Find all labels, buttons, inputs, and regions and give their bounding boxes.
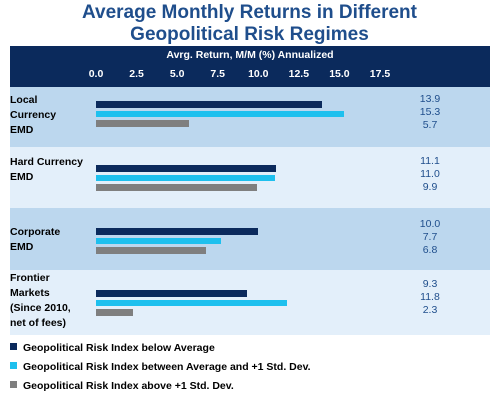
bar <box>96 110 345 117</box>
bar <box>96 299 288 306</box>
bar <box>96 290 247 297</box>
legend-swatch <box>10 381 17 388</box>
category-label-line: Currency <box>10 109 57 121</box>
chart-title: Average Monthly Returns in Different Geo… <box>0 2 499 46</box>
bar <box>96 101 322 108</box>
category-band <box>10 87 490 147</box>
data-label: 15.3 <box>419 106 441 118</box>
bar <box>96 228 259 235</box>
category-band <box>10 208 490 270</box>
chart-title-line-1: Average Monthly Returns in Different <box>81 2 417 23</box>
x-tick-label: 0.0 <box>88 68 104 80</box>
data-label: 2.3 <box>422 304 438 316</box>
category-label-line: Frontier <box>10 272 50 284</box>
legend-label: Geopolitical Risk Index between Average … <box>23 361 311 373</box>
legend-label: Geopolitical Risk Index below Average <box>23 342 215 354</box>
legend-item: Geopolitical Risk Index below Average <box>10 340 215 356</box>
data-label: 7.7 <box>422 231 438 243</box>
x-tick-label: 2.5 <box>129 68 144 80</box>
bar <box>96 237 221 244</box>
data-label: 11.8 <box>420 291 440 303</box>
category-label-line: Markets <box>10 287 50 299</box>
bar <box>96 309 134 316</box>
category-label-line: Corporate <box>10 226 61 238</box>
axis-header: Avrg. Return, M/M (%) Annualized 0.0 2.5 5… <box>10 46 490 87</box>
x-tick-label: 12.5 <box>288 68 310 80</box>
x-tick-label: 10.0 <box>248 68 269 80</box>
bar <box>96 247 207 254</box>
bar <box>96 184 257 191</box>
data-label: 11.0 <box>420 168 440 180</box>
legend-label: Geopolitical Risk Index above +1 Std. De… <box>23 380 234 392</box>
bar <box>96 165 277 172</box>
bar <box>96 120 189 127</box>
x-tick-label: 7.5 <box>210 68 226 80</box>
x-tick-label: 17.5 <box>369 68 391 80</box>
category-label: Frontier Markets (Since 2010, net of fees) <box>10 271 90 331</box>
x-tick-label: 5.0 <box>169 68 185 80</box>
category-label-line: (Since 2010, <box>10 302 71 314</box>
x-tick-label: 15.0 <box>329 68 350 80</box>
data-label: 10.0 <box>419 218 441 230</box>
category-label-line: EMD <box>10 124 34 136</box>
data-label: 9.3 <box>422 278 438 290</box>
legend-item: Geopolitical Risk Index above +1 Std. De… <box>10 378 234 394</box>
data-label: 13.9 <box>419 93 441 105</box>
x-axis-label: Avrg. Return, M/M (%) Annualized <box>166 49 334 61</box>
category-label: Corporate EMD <box>10 225 90 255</box>
legend-swatch <box>10 343 17 350</box>
category-label: Local Currency EMD <box>10 93 90 138</box>
category-label-line: net of fees) <box>10 317 67 329</box>
bar <box>96 174 275 181</box>
legend-swatch <box>10 362 17 369</box>
chart-title-line-2: Geopolitical Risk Regimes <box>130 24 369 45</box>
category-label-line: EMD <box>10 241 34 253</box>
legend-item: Geopolitical Risk Index between Average … <box>10 359 311 375</box>
category-label-line: Hard Currency <box>10 156 83 168</box>
category-label-line: Local <box>10 94 38 106</box>
data-label: 6.8 <box>422 244 438 256</box>
data-label: 9.9 <box>422 181 438 193</box>
category-label-line: EMD <box>10 171 34 183</box>
data-label: 5.7 <box>422 119 438 131</box>
data-label: 11.1 <box>420 155 440 167</box>
category-label: Hard Currency EMD <box>10 155 90 185</box>
